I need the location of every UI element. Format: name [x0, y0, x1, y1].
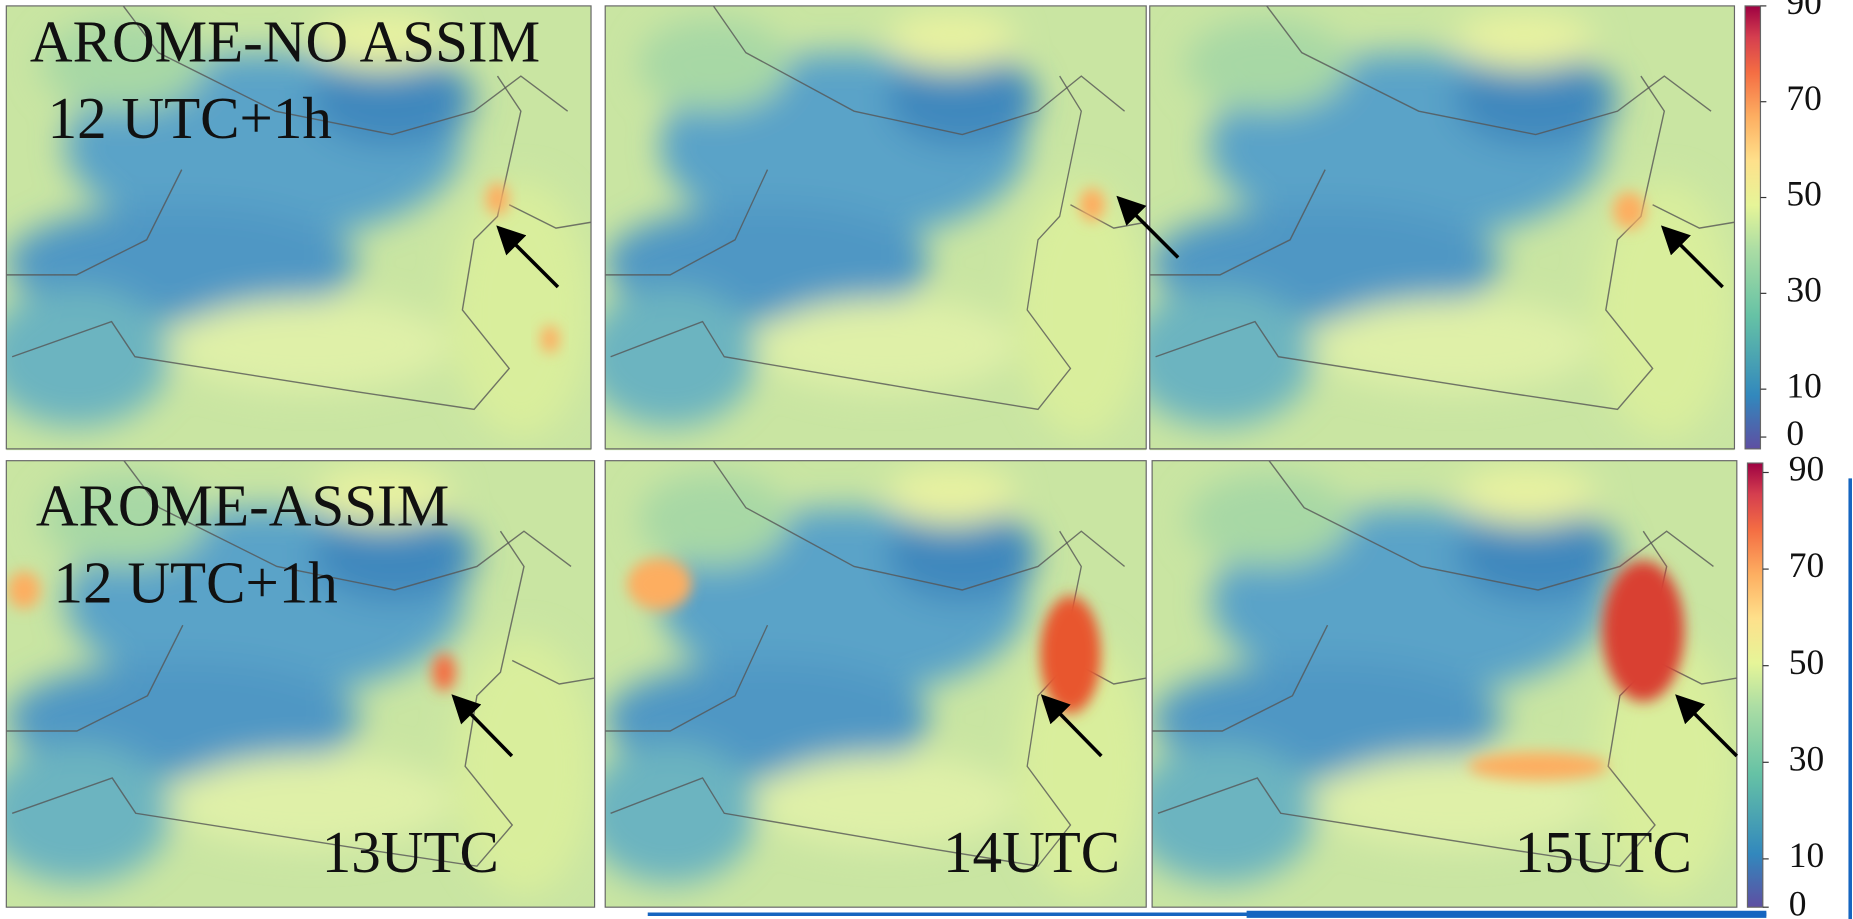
colorbar-tick-label: 30: [1789, 738, 1824, 778]
row-label: AROME-NO ASSIM: [30, 8, 540, 74]
colorbar-tick-label: 70: [1786, 78, 1821, 118]
colorbar-tick-label: 50: [1789, 642, 1824, 682]
time-label: 13UTC: [322, 819, 499, 885]
colorbar-tick-label: 10: [1789, 835, 1824, 875]
row-label: AROME-ASSIM: [36, 473, 449, 539]
colorbar: [1747, 463, 1762, 907]
colorbar-tick-label: 10: [1786, 365, 1821, 405]
time-label: 15UTC: [1515, 819, 1692, 885]
colorbar-tick-label: 0: [1786, 413, 1804, 453]
colorbar-tick-label: 30: [1786, 269, 1821, 309]
colorbar-tick-label: 50: [1786, 174, 1821, 214]
colorbar: [1745, 6, 1760, 449]
colorbar-tick-label: 0: [1789, 883, 1807, 919]
map-panel: [584, 6, 1147, 450]
row-sublabel: 12 UTC+1h: [48, 85, 332, 151]
colorbar-tick-label: 90: [1786, 0, 1821, 22]
time-label: 14UTC: [943, 819, 1120, 885]
row-sublabel: 12 UTC+1h: [54, 549, 338, 615]
colorbar-tick-label: 90: [1789, 449, 1824, 489]
colorbar-tick-label: 70: [1789, 545, 1824, 585]
figure: AROME-NO ASSIM 12 UTC+1h AROME-ASSIM 12 …: [0, 0, 1853, 919]
map-panel: [1126, 6, 1734, 450]
